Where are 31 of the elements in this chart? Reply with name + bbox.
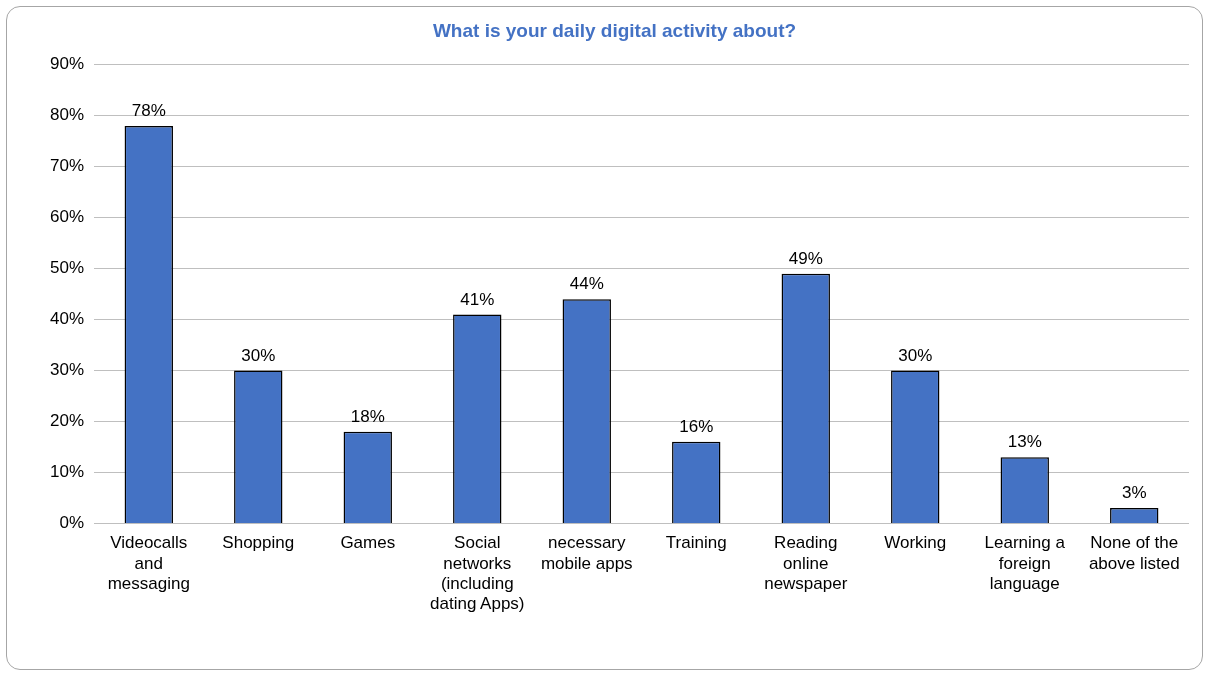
x-tick-label: Shopping [222, 533, 295, 553]
x-tick-label: Training [665, 533, 727, 553]
data-label: 78% [131, 101, 166, 121]
data-label: 41% [460, 289, 495, 309]
y-tick-label: 80% [49, 105, 85, 125]
y-tick-label: 30% [49, 360, 85, 380]
x-tick-label: Social networks (including dating Apps) [430, 533, 525, 614]
x-tick-label: Games [340, 533, 396, 553]
y-tick-label: 90% [49, 54, 85, 74]
y-tick-label: 0% [59, 513, 85, 533]
y-tick-label: 60% [49, 207, 85, 227]
x-tick-label: Videocalls and messaging [107, 533, 190, 594]
x-tick-label: Learning a foreign language [984, 533, 1066, 594]
y-tick-label: 50% [49, 258, 85, 278]
data-label: 16% [679, 417, 714, 437]
data-label: 49% [788, 248, 823, 268]
y-tick-label: 10% [49, 462, 85, 482]
data-label: 13% [1007, 432, 1042, 452]
x-tick-label: Reading online newspaper [764, 533, 848, 594]
data-label: 30% [898, 345, 933, 365]
data-label: 3% [1121, 483, 1147, 503]
data-label: 18% [350, 406, 385, 426]
x-tick-label: necessary mobile apps [540, 533, 633, 573]
x-tick-label: Working [884, 533, 947, 553]
y-tick-label: 70% [49, 156, 85, 176]
y-tick-label: 20% [49, 411, 85, 431]
y-tick-label: 40% [49, 309, 85, 329]
chart-title: What is your daily digital activity about? [432, 19, 797, 41]
x-tick-label: None of the above listed [1088, 533, 1180, 573]
data-label: 44% [569, 274, 604, 294]
data-label: 30% [241, 345, 276, 365]
